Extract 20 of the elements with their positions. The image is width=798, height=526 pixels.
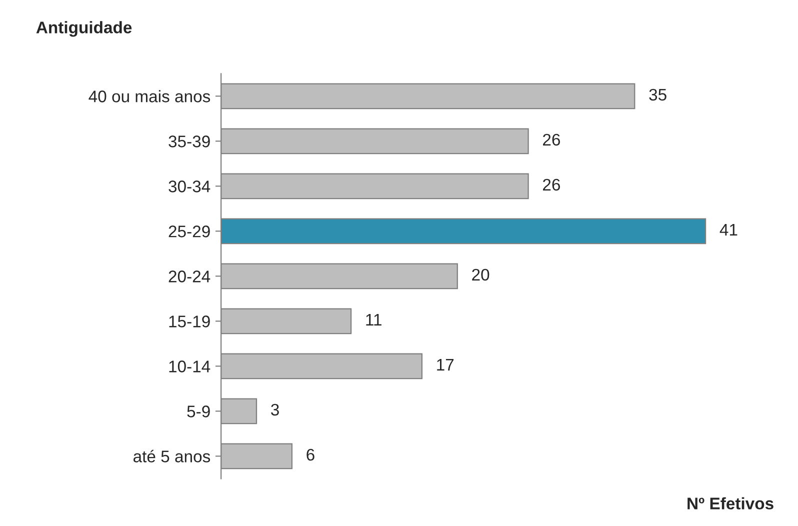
data-label: 35 xyxy=(649,88,666,101)
data-label: 20 xyxy=(472,268,490,281)
y-tick-label: 5-9 xyxy=(187,406,210,418)
y-tick-label: 10-14 xyxy=(169,360,210,372)
data-label: 41 xyxy=(720,224,738,236)
data-label: 26 xyxy=(543,134,560,146)
data-label: 26 xyxy=(543,178,560,191)
y-tick-label: 15-19 xyxy=(169,316,210,328)
x-axis-title: Nº Efetivos xyxy=(688,497,774,510)
y-tick-label: 30-34 xyxy=(168,180,210,192)
text: Antiguidade xyxy=(36,21,132,37)
data-label: 3 xyxy=(271,404,279,416)
data-label: 11 xyxy=(366,314,382,326)
y-tick-label: 35-39 xyxy=(168,136,210,148)
y-tick-label: 40 ou mais anos xyxy=(88,90,210,102)
y-tick-label: 25-29 xyxy=(168,226,210,238)
y-tick-label: 20-24 xyxy=(168,270,210,282)
y-tick-label: até 5 anos xyxy=(134,450,210,462)
data-label: 6 xyxy=(306,448,314,461)
data-label: 17 xyxy=(437,359,454,370)
